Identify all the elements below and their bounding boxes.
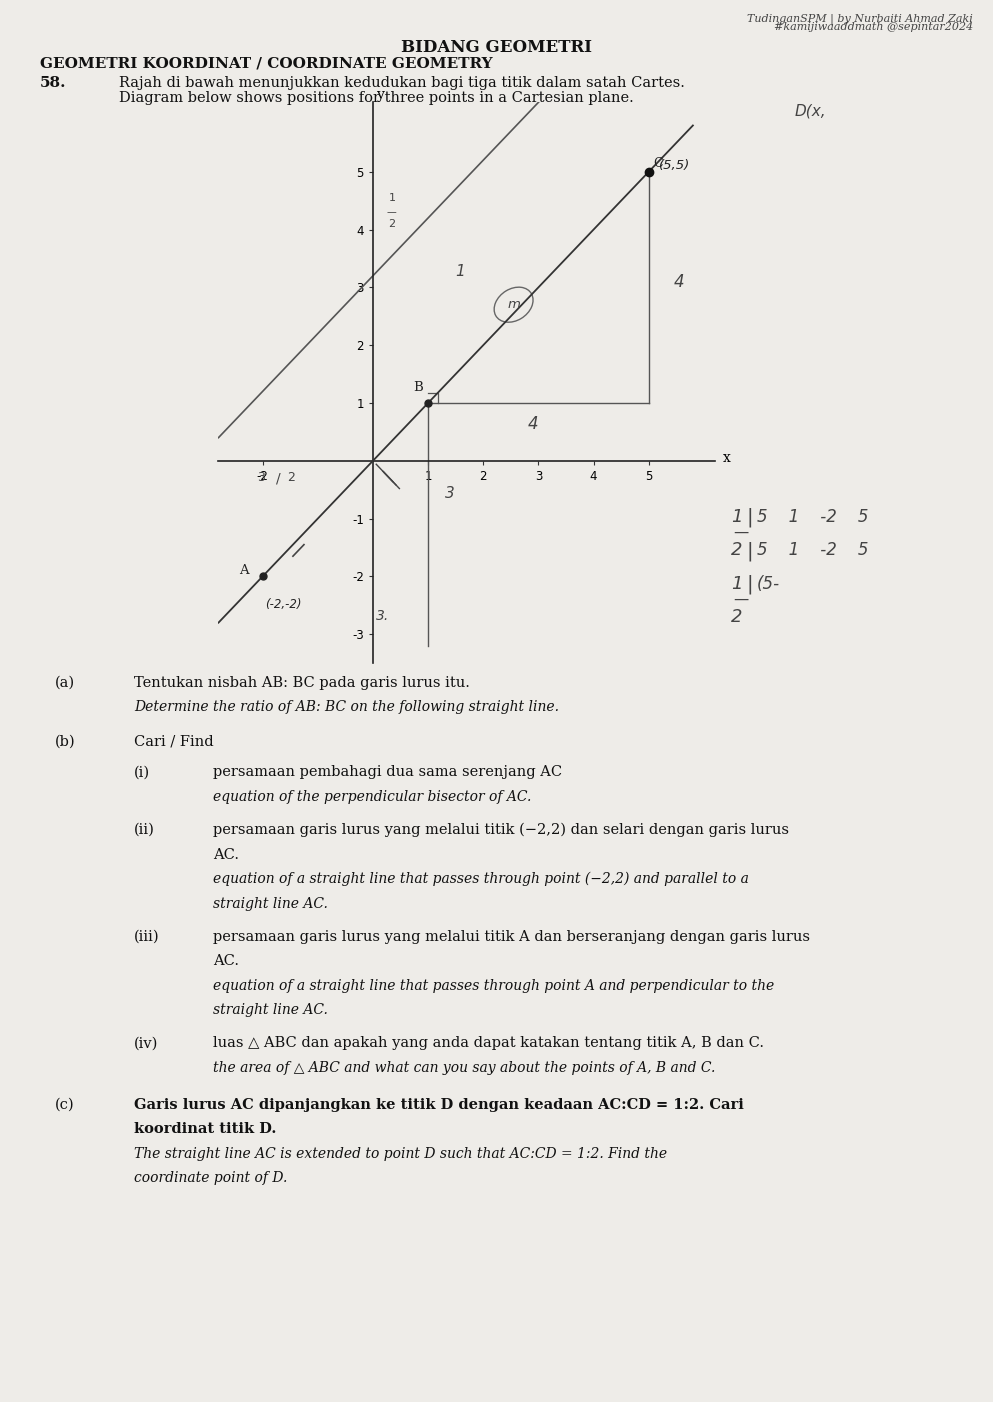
Text: —: — [386, 207, 396, 217]
Text: 5    1    -2    5: 5 1 -2 5 [757, 508, 868, 526]
Text: (a): (a) [55, 676, 74, 690]
Text: 3: 3 [257, 471, 265, 484]
Text: AC.: AC. [213, 955, 239, 969]
Text: equation of a straight line that passes through point (−2,2) and parallel to a: equation of a straight line that passes … [213, 872, 750, 886]
Text: A: A [239, 564, 249, 576]
Text: m: m [507, 299, 520, 311]
Text: (iii): (iii) [134, 930, 160, 944]
Text: (-2,-2): (-2,-2) [265, 599, 302, 611]
Text: C: C [653, 157, 662, 170]
Text: y: y [377, 88, 385, 102]
Text: AC.: AC. [213, 847, 239, 861]
Text: 1: 1 [456, 264, 466, 279]
Text: straight line AC.: straight line AC. [213, 1004, 329, 1018]
Text: The straight line AC is extended to point D such that AC:CD = 1:2. Find the: The straight line AC is extended to poin… [134, 1147, 667, 1161]
Text: |: | [747, 508, 754, 527]
Text: 1: 1 [388, 192, 395, 203]
Text: Garis lurus AC dipanjangkan ke titik D dengan keadaan AC:CD = 1:2. Cari: Garis lurus AC dipanjangkan ke titik D d… [134, 1098, 744, 1112]
Text: koordinat titik D.: koordinat titik D. [134, 1123, 276, 1136]
Text: 5    1    -2    5: 5 1 -2 5 [757, 541, 868, 559]
Text: D(x,: D(x, [794, 104, 826, 119]
Text: (c): (c) [55, 1098, 74, 1112]
Text: coordinate point of D.: coordinate point of D. [134, 1172, 287, 1185]
Text: the area of △ ABC and what can you say about the points of A, B and C.: the area of △ ABC and what can you say a… [213, 1061, 716, 1075]
Text: 1: 1 [731, 508, 743, 526]
Text: 3: 3 [445, 486, 455, 502]
Text: straight line AC.: straight line AC. [213, 897, 329, 910]
Text: persamaan pembahagi dua sama serenjang AC: persamaan pembahagi dua sama serenjang A… [213, 765, 563, 780]
Text: Diagram below shows positions for three points in a Cartesian plane.: Diagram below shows positions for three … [119, 91, 634, 105]
Text: (ii): (ii) [134, 823, 155, 837]
Text: —: — [733, 524, 748, 540]
Text: (i): (i) [134, 765, 150, 780]
Text: Cari / Find: Cari / Find [134, 735, 213, 749]
Text: 2: 2 [287, 471, 295, 484]
Text: BIDANG GEOMETRI: BIDANG GEOMETRI [401, 39, 592, 56]
Text: persamaan garis lurus yang melalui titik A dan berseranjang dengan garis lurus: persamaan garis lurus yang melalui titik… [213, 930, 810, 944]
Text: Tentukan nisbah AB: BC pada garis lurus itu.: Tentukan nisbah AB: BC pada garis lurus … [134, 676, 470, 690]
Text: 58.: 58. [40, 76, 67, 90]
Text: (iv): (iv) [134, 1036, 159, 1050]
Text: Determine the ratio of AB: BC on the following straight line.: Determine the ratio of AB: BC on the fol… [134, 700, 559, 714]
Text: |: | [747, 575, 754, 594]
Text: —: — [733, 592, 748, 607]
Text: 4: 4 [673, 273, 684, 292]
Text: 2: 2 [731, 541, 743, 559]
Text: Rajah di bawah menunjukkan kedudukan bagi tiga titik dalam satah Cartes.: Rajah di bawah menunjukkan kedudukan bag… [119, 76, 685, 90]
Text: equation of the perpendicular bisector of AC.: equation of the perpendicular bisector o… [213, 789, 532, 803]
Text: x: x [723, 451, 731, 465]
Text: 3.: 3. [375, 608, 389, 622]
Text: 1: 1 [731, 575, 743, 593]
Text: |: | [747, 541, 754, 561]
Text: /: / [276, 471, 281, 485]
Text: #kamijiwaaddmath @sepintar2024: #kamijiwaaddmath @sepintar2024 [774, 21, 973, 32]
Text: luas △ ABC dan apakah yang anda dapat katakan tentang titik A, B dan C.: luas △ ABC dan apakah yang anda dapat ka… [213, 1036, 765, 1050]
Text: 4: 4 [527, 415, 538, 433]
Text: (b): (b) [55, 735, 75, 749]
Text: GEOMETRI KOORDINAT / COORDINATE GEOMETRY: GEOMETRI KOORDINAT / COORDINATE GEOMETRY [40, 56, 493, 70]
Text: TudinganSPM | by Nurbaiti Ahmad Zaki: TudinganSPM | by Nurbaiti Ahmad Zaki [748, 13, 973, 25]
Text: 2: 2 [388, 219, 395, 229]
Text: equation of a straight line that passes through point A and perpendicular to the: equation of a straight line that passes … [213, 979, 775, 993]
Text: 2: 2 [731, 608, 743, 627]
Text: B: B [413, 381, 423, 394]
Text: persamaan garis lurus yang melalui titik (−2,2) dan selari dengan garis lurus: persamaan garis lurus yang melalui titik… [213, 823, 789, 837]
Text: (5,5): (5,5) [658, 158, 690, 172]
Text: (5-: (5- [757, 575, 780, 593]
